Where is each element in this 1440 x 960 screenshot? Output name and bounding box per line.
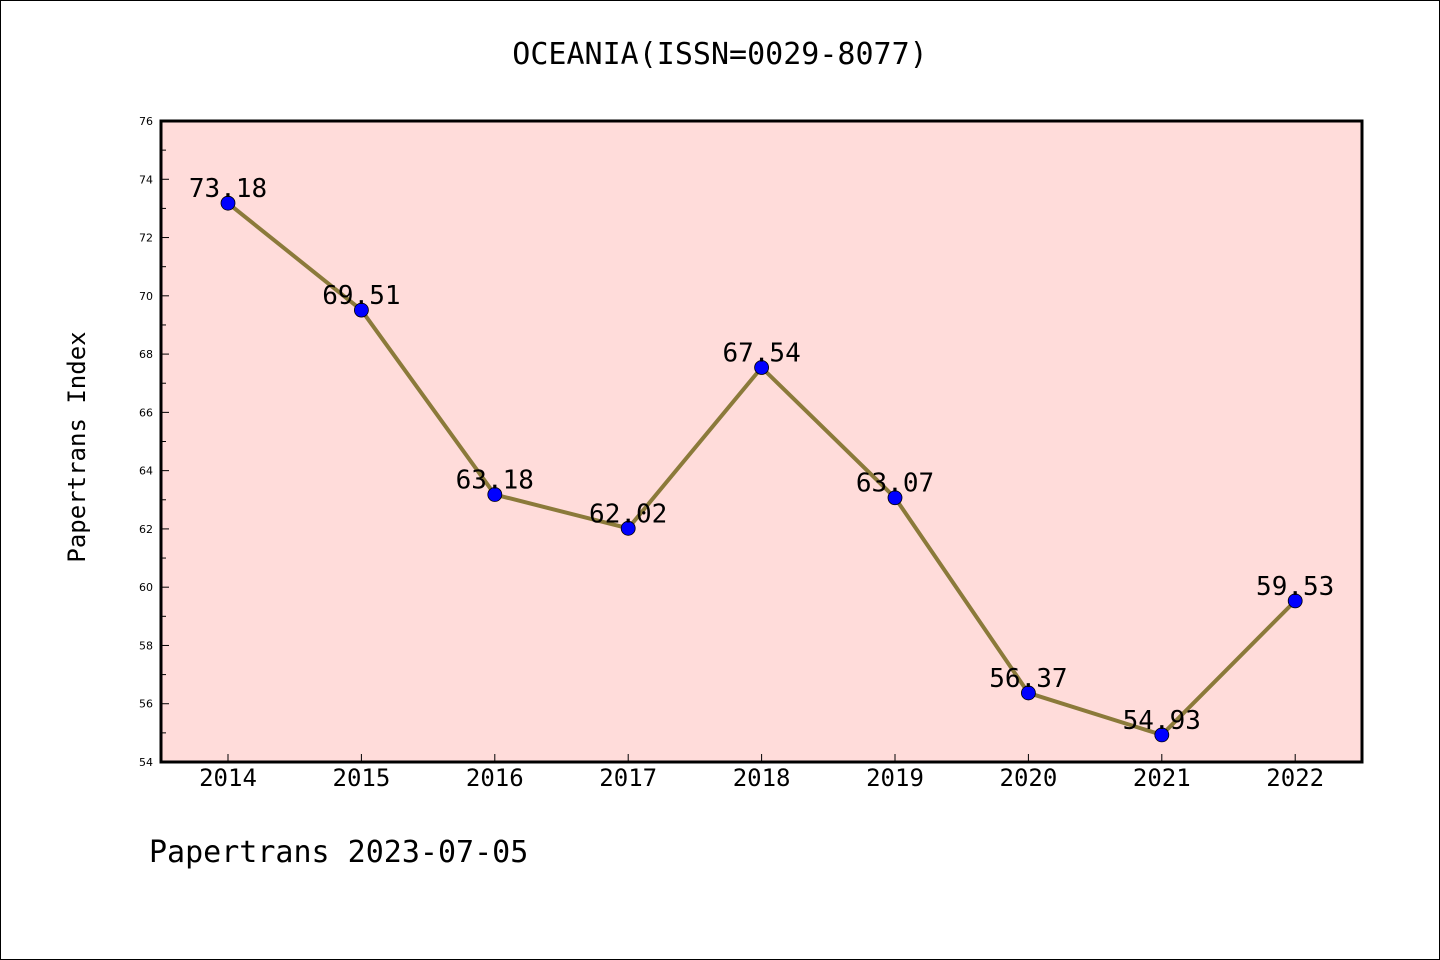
y-tick-label: 66	[139, 406, 153, 419]
data-point	[1021, 685, 1036, 701]
data-label: 54.93	[1123, 706, 1201, 736]
y-tick-label: 64	[139, 465, 153, 478]
y-tick-label: 60	[139, 581, 153, 594]
y-tick-label: 58	[139, 639, 153, 652]
data-label: 56.37	[989, 664, 1067, 694]
data-point	[1154, 727, 1170, 743]
data-label: 73.18	[189, 174, 267, 204]
chart-title: OCEANIA(ISSN=0029-8077)	[512, 37, 928, 72]
data-point	[887, 490, 903, 506]
data-point	[754, 360, 769, 375]
data-label: 63.18	[456, 466, 534, 496]
data-point	[1287, 593, 1303, 609]
data-label: 69.51	[322, 281, 400, 311]
x-tick-label: 2015	[333, 764, 391, 792]
x-tick-label: 2020	[1000, 764, 1058, 792]
x-tick-label: 2021	[1133, 764, 1191, 792]
data-point	[487, 487, 503, 502]
footer-note: Papertrans 2023-07-05	[149, 835, 529, 870]
data-series: 73.18 69.51 63.18 62.02 67.54 63.07 56.37 54.93…	[189, 174, 1334, 743]
data-point	[620, 520, 636, 536]
data-label: 63.07	[856, 469, 934, 499]
plot-border	[159, 119, 1364, 764]
y-tick-label: 74	[139, 173, 153, 186]
y-tick-label: 72	[139, 232, 153, 245]
y-tick-label: 76	[139, 115, 153, 128]
y-axis-ticks: 54 56 58 60 62 64 66 68 70 72 74 76	[139, 115, 169, 769]
y-tick-label: 70	[139, 290, 153, 303]
x-tick-label: 2018	[733, 764, 791, 792]
y-tick-label: 54	[139, 756, 153, 769]
x-tick-label: 2019	[866, 764, 924, 792]
data-label: 59.53	[1256, 572, 1334, 602]
x-axis-ticks: 2014 2015 2016 2017 2018 2019 2020 2021 2022	[199, 754, 1324, 792]
y-tick-label: 62	[139, 523, 153, 536]
plot-area	[161, 121, 1362, 762]
x-tick-label: 2017	[599, 764, 657, 792]
data-point	[220, 195, 236, 211]
x-tick-label: 2016	[466, 764, 524, 792]
data-label: 62.02	[589, 499, 667, 529]
y-tick-label: 56	[139, 698, 153, 711]
x-tick-label: 2014	[199, 764, 257, 792]
data-point	[353, 302, 369, 318]
data-label: 67.54	[722, 338, 800, 368]
y-tick-label: 68	[139, 348, 153, 361]
x-tick-label: 2022	[1266, 764, 1324, 792]
